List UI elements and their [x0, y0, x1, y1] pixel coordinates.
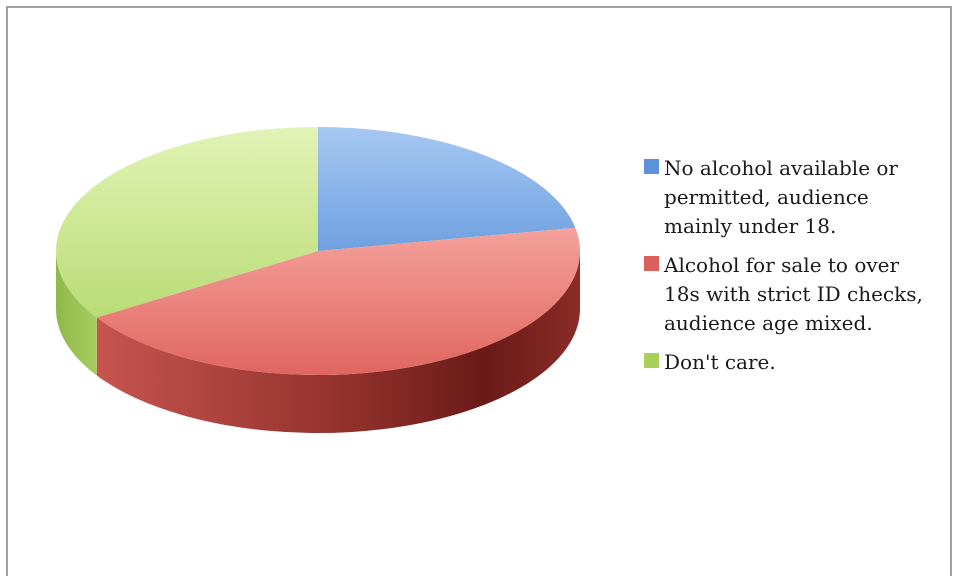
- legend-swatch: [644, 256, 659, 271]
- pie-slice-2: [96, 227, 581, 376]
- pie-slice-1: [318, 127, 576, 251]
- legend-swatch: [644, 353, 659, 368]
- legend-label: Don't care.: [664, 350, 776, 374]
- pie-side-2: [96, 251, 581, 433]
- legend-item: Alcohol for sale to over 18s with strict…: [644, 251, 958, 338]
- legend-label: Alcohol for sale to over 18s with strict…: [664, 253, 923, 335]
- legend-swatch: [644, 159, 659, 174]
- pie-slice-3: [56, 127, 319, 318]
- legend-label: No alcohol available or permitted, audie…: [664, 156, 898, 238]
- pie-chart: [56, 127, 581, 433]
- pie-sides: [56, 251, 581, 433]
- legend: No alcohol available or permitted, audie…: [644, 154, 958, 387]
- pie-tops: [56, 127, 581, 376]
- legend-item: No alcohol available or permitted, audie…: [644, 154, 958, 241]
- legend-item: Don't care.: [644, 348, 958, 377]
- pie-side-3: [56, 251, 97, 376]
- chart-area: No alcohol available or permitted, audie…: [6, 6, 952, 576]
